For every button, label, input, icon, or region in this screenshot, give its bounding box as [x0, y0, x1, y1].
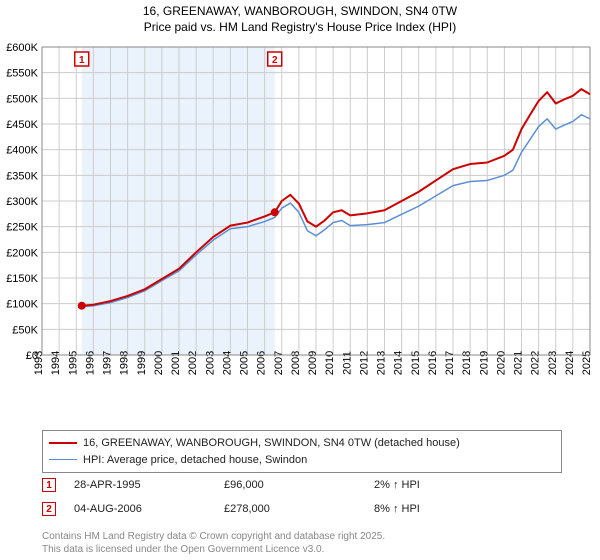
sale-marker-2: 2 [42, 502, 56, 516]
sale-row-1: 1 28-APR-1995 £96,000 2% ↑ HPI [42, 478, 562, 492]
svg-text:£250K: £250K [6, 222, 38, 234]
svg-text:2023: 2023 [547, 351, 559, 375]
sale-row-2: 2 04-AUG-2006 £278,000 8% ↑ HPI [42, 502, 562, 516]
svg-text:£500K: £500K [6, 94, 38, 106]
svg-text:£50K: £50K [12, 325, 38, 337]
sale-price-2: £278,000 [224, 503, 374, 515]
sale-delta-2: 8% ↑ HPI [374, 503, 420, 515]
footer-line-2: This data is licensed under the Open Gov… [42, 543, 572, 556]
svg-text:1996: 1996 [84, 351, 96, 375]
svg-text:2002: 2002 [187, 351, 199, 375]
svg-text:2012: 2012 [358, 351, 370, 375]
svg-text:2022: 2022 [530, 351, 542, 375]
svg-text:1995: 1995 [67, 351, 79, 375]
svg-text:2003: 2003 [204, 351, 216, 375]
svg-text:2013: 2013 [376, 351, 388, 375]
svg-text:2018: 2018 [461, 351, 473, 375]
svg-text:2025: 2025 [581, 351, 593, 375]
legend-swatch-property [49, 442, 77, 444]
svg-text:£150K: £150K [6, 273, 38, 285]
svg-text:£550K: £550K [6, 68, 38, 80]
svg-text:2006: 2006 [256, 351, 268, 375]
legend-label-property: 16, GREENAWAY, WANBOROUGH, SWINDON, SN4 … [83, 435, 460, 452]
svg-text:1: 1 [79, 55, 85, 66]
svg-text:£600K: £600K [6, 42, 38, 54]
svg-text:2021: 2021 [513, 351, 525, 375]
line-chart-svg: £0£50K£100K£150K£200K£250K£300K£350K£400… [0, 37, 600, 417]
svg-text:1998: 1998 [119, 351, 131, 375]
svg-text:2024: 2024 [564, 351, 576, 375]
legend-swatch-hpi [49, 459, 77, 460]
chart-container: 16, GREENAWAY, WANBOROUGH, SWINDON, SN4 … [0, 0, 600, 560]
svg-text:£400K: £400K [6, 145, 38, 157]
svg-text:2004: 2004 [221, 351, 233, 375]
svg-text:2009: 2009 [307, 351, 319, 375]
svg-text:2016: 2016 [427, 351, 439, 375]
svg-text:1994: 1994 [50, 351, 62, 375]
svg-text:£100K: £100K [6, 299, 38, 311]
svg-text:2014: 2014 [393, 351, 405, 375]
svg-text:2001: 2001 [170, 351, 182, 375]
svg-text:2005: 2005 [239, 351, 251, 375]
footer-line-1: Contains HM Land Registry data © Crown c… [42, 530, 572, 543]
svg-text:£300K: £300K [6, 196, 38, 208]
svg-text:1993: 1993 [33, 351, 45, 375]
sale-marker-1: 1 [42, 478, 56, 492]
sale-price-1: £96,000 [224, 479, 374, 491]
title-subtitle: Price paid vs. HM Land Registry's House … [0, 20, 600, 36]
svg-text:2000: 2000 [153, 351, 165, 375]
svg-text:2015: 2015 [410, 351, 422, 375]
footer-attribution: Contains HM Land Registry data © Crown c… [42, 530, 572, 556]
legend-label-hpi: HPI: Average price, detached house, Swin… [83, 452, 307, 469]
svg-text:2020: 2020 [495, 351, 507, 375]
sale-date-1: 28-APR-1995 [74, 479, 224, 491]
legend-row-property: 16, GREENAWAY, WANBOROUGH, SWINDON, SN4 … [49, 435, 555, 452]
chart-area: £0£50K£100K£150K£200K£250K£300K£350K£400… [0, 37, 600, 417]
legend-row-hpi: HPI: Average price, detached house, Swin… [49, 452, 555, 469]
svg-text:£450K: £450K [6, 119, 38, 131]
legend-box: 16, GREENAWAY, WANBOROUGH, SWINDON, SN4 … [42, 430, 562, 473]
title-address: 16, GREENAWAY, WANBOROUGH, SWINDON, SN4 … [0, 4, 600, 20]
svg-text:£350K: £350K [6, 171, 38, 183]
svg-text:£200K: £200K [6, 248, 38, 260]
svg-text:1997: 1997 [102, 351, 114, 375]
svg-text:2008: 2008 [290, 351, 302, 375]
sale-delta-1: 2% ↑ HPI [374, 479, 420, 491]
svg-text:2010: 2010 [324, 351, 336, 375]
sale-date-2: 04-AUG-2006 [74, 503, 224, 515]
title-block: 16, GREENAWAY, WANBOROUGH, SWINDON, SN4 … [0, 0, 600, 37]
svg-text:2: 2 [272, 55, 278, 66]
svg-text:2019: 2019 [478, 351, 490, 375]
svg-text:2017: 2017 [444, 351, 456, 375]
svg-text:2007: 2007 [273, 351, 285, 375]
svg-text:1999: 1999 [136, 351, 148, 375]
